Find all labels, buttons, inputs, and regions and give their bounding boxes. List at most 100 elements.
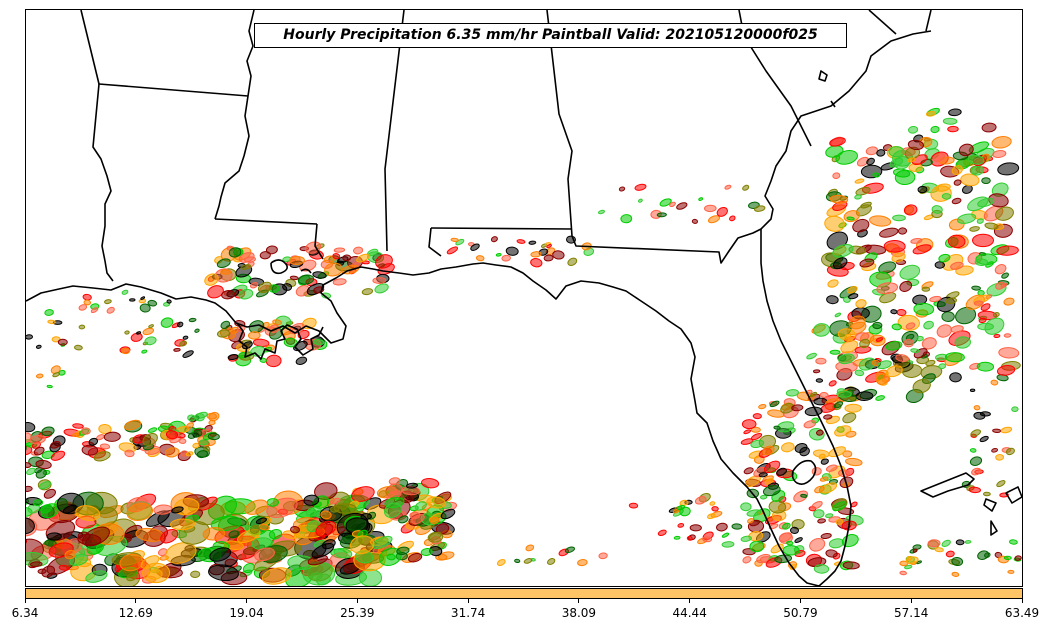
precip-blob: [997, 162, 1020, 176]
precip-blob: [945, 297, 957, 305]
precip-blob: [854, 194, 862, 200]
precip-blob: [384, 502, 402, 519]
state-boundary-alabama-west-panhandle: [428, 227, 442, 257]
precip-blob: [894, 169, 916, 186]
precip-blob: [834, 425, 852, 437]
precip-blob: [958, 143, 974, 157]
precip-blob: [228, 247, 242, 258]
precip-blob: [194, 412, 205, 422]
precip-blob: [689, 524, 702, 532]
precip-blob: [266, 498, 279, 507]
precip-blob: [676, 202, 688, 210]
precip-blob: [194, 328, 200, 333]
precip-blob: [991, 447, 999, 453]
precip-blob: [990, 379, 999, 386]
precip-blob: [829, 137, 846, 147]
precip-blob: [82, 526, 110, 547]
precip-blob: [711, 506, 719, 512]
precip-blob: [956, 213, 977, 224]
precip-blob: [859, 258, 875, 268]
precip-blob: [750, 439, 765, 449]
colorbar-tick-mark: [246, 599, 248, 603]
precip-blob: [972, 233, 994, 248]
precip-blob: [992, 312, 1000, 318]
precip-blob: [144, 336, 157, 346]
precip-blob: [912, 378, 931, 394]
precip-blob: [976, 218, 984, 224]
precip-blob: [204, 273, 219, 286]
precip-blob: [812, 449, 830, 458]
precip-blob: [261, 567, 292, 585]
precip-blob: [786, 540, 794, 546]
precip-blob: [980, 303, 991, 311]
precip-blob: [840, 340, 859, 354]
precip-blob: [1014, 555, 1022, 561]
precip-blob: [29, 435, 46, 445]
precip-blob: [844, 403, 862, 413]
precip-blob: [872, 321, 883, 330]
precip-blob: [947, 234, 966, 249]
precip-blob: [899, 280, 913, 292]
precip-blob: [57, 338, 68, 346]
precip-blob: [50, 441, 61, 449]
precip-blob: [516, 239, 526, 244]
state-boundary-ark-la-west: [80, 10, 100, 85]
precip-blob: [951, 197, 962, 205]
precip-blob: [528, 240, 537, 245]
precip-blob: [984, 317, 1005, 335]
state-boundary-mississippi-alabama: [384, 10, 405, 252]
precip-blob: [564, 546, 576, 554]
precip-blob: [800, 493, 808, 498]
bahamas-islands: [920, 472, 1022, 536]
precip-blob: [815, 378, 824, 383]
precip-blob: [546, 243, 552, 249]
precip-blob: [820, 458, 829, 465]
precip-blob: [411, 514, 425, 525]
precip-blob: [657, 529, 667, 537]
precip-blob: [809, 537, 826, 552]
precip-blob: [875, 337, 884, 342]
precip-blob: [969, 448, 977, 453]
precip-blob: [523, 558, 533, 564]
precip-blob: [52, 372, 61, 378]
precip-blob: [691, 218, 698, 224]
precip-blob: [944, 352, 965, 363]
precip-blob: [934, 547, 944, 553]
precip-blob: [669, 201, 676, 208]
precip-blob: [46, 532, 62, 541]
precip-blob: [140, 296, 146, 300]
precip-blob: [969, 388, 976, 393]
colorbar-tick-label: 44.44: [672, 606, 707, 620]
precip-blob: [702, 536, 713, 543]
precip-blob: [129, 298, 136, 302]
map-canvas: [26, 10, 1022, 586]
precip-blob: [716, 206, 728, 217]
precip-blob: [35, 373, 44, 379]
state-boundary-nc-sc: [868, 10, 897, 35]
precip-blob: [948, 108, 962, 117]
precip-blob: [825, 513, 834, 519]
precip-blob: [828, 538, 845, 549]
precip-blob: [165, 430, 179, 440]
precip-blob: [170, 518, 195, 531]
precip-blob: [244, 256, 256, 263]
precip-blob: [899, 570, 907, 576]
precip-blob: [165, 542, 197, 564]
colorbar-tick-mark: [689, 599, 691, 603]
precip-blob: [707, 215, 721, 224]
precip-blob: [859, 338, 871, 349]
precip-blob: [823, 414, 833, 420]
precip-blob: [249, 524, 260, 534]
precip-blob: [303, 494, 320, 506]
precip-blob: [832, 243, 854, 258]
precip-blob: [126, 502, 154, 522]
precip-blob: [950, 325, 964, 333]
precip-blob: [950, 261, 964, 270]
precip-blob: [634, 183, 647, 191]
precip-blob: [106, 306, 115, 314]
precip-blob: [406, 482, 418, 489]
precip-blob: [90, 307, 99, 314]
precip-blob: [332, 278, 347, 286]
precip-blob: [891, 252, 906, 263]
precip-blob: [119, 553, 144, 572]
